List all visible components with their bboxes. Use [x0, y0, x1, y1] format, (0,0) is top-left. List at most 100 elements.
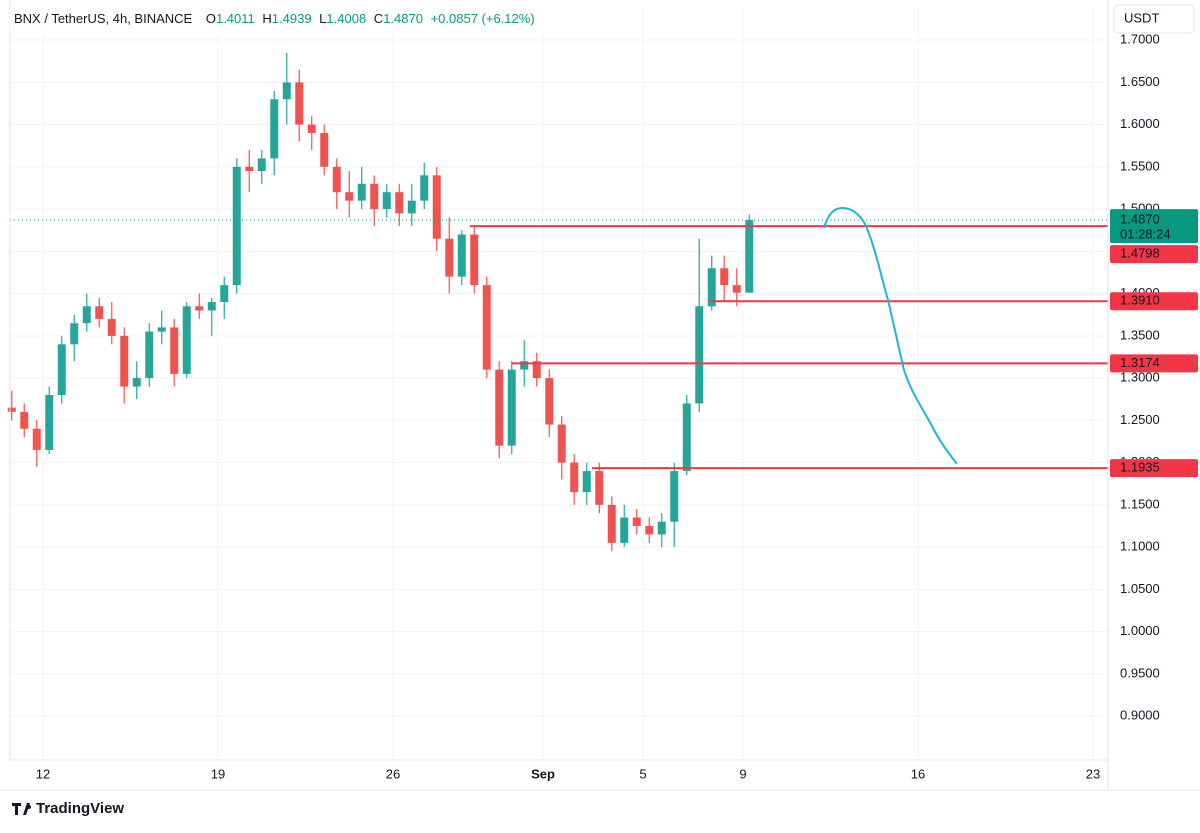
candle-body [57, 344, 66, 395]
y-tick-label: 1.3000 [1120, 370, 1160, 385]
close-label: C [374, 11, 383, 26]
candle-body [395, 192, 404, 214]
y-tick-label: 0.9000 [1120, 708, 1160, 723]
open-value: 1.4011 [216, 11, 255, 26]
y-tick-label: 1.0500 [1120, 581, 1160, 596]
y-tick-label: 1.6500 [1120, 74, 1160, 89]
x-tick-label: 19 [211, 766, 225, 781]
x-tick-label: 23 [1086, 766, 1100, 781]
candle-body [407, 200, 416, 214]
logo-mark [12, 803, 32, 815]
candle-body [445, 238, 454, 277]
overlay [10, 219, 1108, 470]
candle-body [345, 192, 354, 201]
candle-body [107, 318, 116, 336]
candle-body [170, 327, 179, 374]
y-tick-label: 1.0000 [1120, 623, 1160, 638]
high-label: H [262, 11, 271, 26]
candle-body [382, 192, 391, 210]
candle-body [657, 521, 666, 535]
candle-body [457, 234, 466, 277]
candle-body [320, 133, 329, 167]
y-tick-label: 1.3500 [1120, 327, 1160, 342]
candle-body [45, 394, 54, 450]
candle-body [720, 268, 729, 286]
candle-body [195, 306, 204, 311]
change-value: +0.0857 (+6.12%) [431, 11, 535, 26]
candle-body [745, 220, 754, 293]
candle-body [20, 411, 29, 429]
candle-body [495, 369, 504, 446]
candle-body [570, 462, 579, 493]
candle-body [157, 327, 166, 332]
x-tick-label: 12 [36, 766, 50, 781]
legend-bg [10, 6, 570, 34]
candle-body [182, 306, 191, 374]
symbol-title: BNX / TetherUS, 4h, BINANCE [14, 11, 193, 26]
candles [7, 52, 754, 552]
candle-body [295, 82, 304, 125]
candle-body [307, 124, 316, 134]
y-tick-label: 1.7000 [1120, 32, 1160, 47]
candle-body [582, 471, 591, 493]
currency-label[interactable]: USDT [1124, 10, 1159, 25]
candle-body [282, 82, 291, 100]
header: BNX / TetherUS, 4h, BINANCE O1.4011 H1.4… [14, 11, 535, 26]
y-tick-label: 1.5500 [1120, 158, 1160, 173]
candle-body [695, 306, 704, 404]
candle-body [145, 331, 154, 379]
candle-body [620, 517, 629, 543]
candle-body [532, 361, 541, 379]
candle-body [470, 234, 479, 286]
candle-body [232, 166, 241, 286]
level-price-label: 1.4798 [1120, 246, 1160, 261]
y-tick-label: 0.9500 [1120, 665, 1160, 680]
candle-body [120, 335, 129, 387]
x-tick-label: Sep [531, 766, 555, 781]
level-price-label: 1.1935 [1120, 460, 1160, 475]
y-tick-label: 1.1500 [1120, 496, 1160, 511]
candle-body [482, 285, 491, 370]
candle-body [595, 471, 604, 505]
high-value: 1.4939 [272, 11, 312, 26]
brand-name: TradingView [36, 800, 124, 817]
currency-button[interactable] [1113, 4, 1195, 34]
level-price-tag [1110, 459, 1198, 478]
candle-body [95, 306, 104, 319]
close-value: 1.4870 [383, 11, 423, 26]
x-tick-label: 16 [911, 766, 925, 781]
candle-body [607, 504, 616, 543]
level-price-tag [1110, 292, 1198, 311]
candle-body [7, 407, 16, 412]
x-tick-label: 26 [386, 766, 400, 781]
candle-body [545, 378, 554, 425]
candle-body [207, 302, 216, 311]
candle-body [70, 323, 79, 345]
current-price-label: 1.4870 [1120, 212, 1160, 227]
candle-body [507, 369, 516, 446]
level-price-tag [1110, 245, 1198, 264]
candle-body [32, 428, 41, 450]
level-price-label: 1.3910 [1120, 293, 1160, 308]
candle-body [557, 424, 566, 463]
countdown-label: 01:28:24 [1120, 227, 1171, 242]
candle-body [645, 525, 654, 535]
y-tick-label: 1.1000 [1120, 539, 1160, 554]
candle-body [420, 175, 429, 201]
candle-body [520, 361, 529, 370]
low-value: 1.4008 [326, 11, 366, 26]
candle-body [245, 166, 254, 172]
low-label: L [319, 11, 326, 26]
candle-body [670, 471, 679, 522]
candle-body [432, 175, 441, 239]
level-price-label: 1.3174 [1120, 355, 1160, 370]
candle-body [732, 285, 741, 293]
candle-body [132, 378, 141, 387]
candle-body [682, 403, 691, 472]
candle-body [357, 183, 366, 201]
candle-body [82, 306, 91, 324]
y-tick-label: 1.2500 [1120, 412, 1160, 427]
grid [10, 8, 1108, 760]
x-tick-label: 9 [739, 766, 746, 781]
